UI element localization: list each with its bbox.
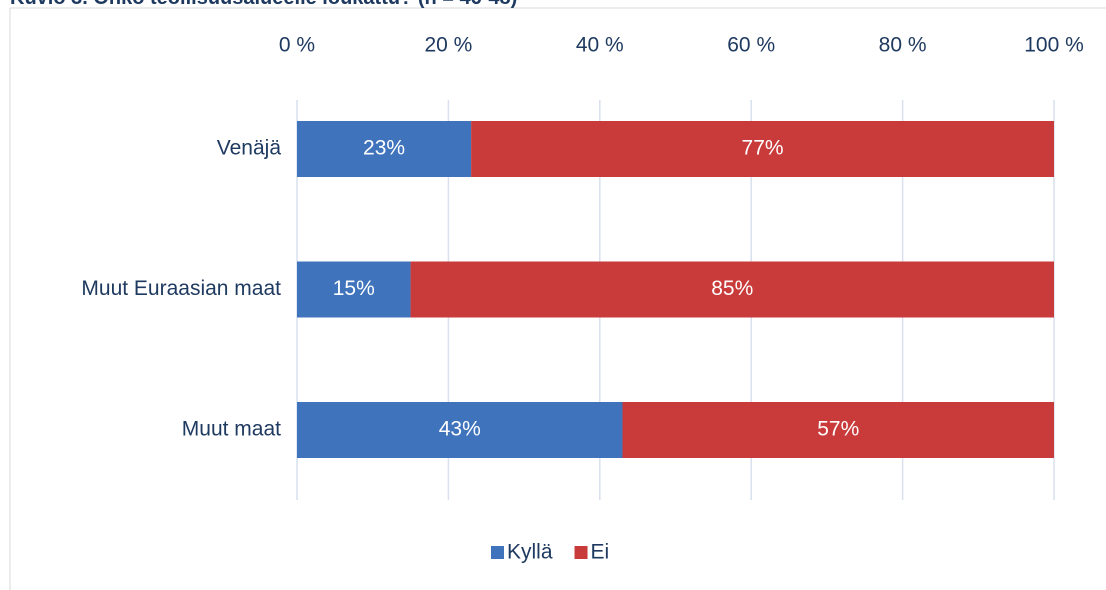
legend-swatch [491,546,504,559]
bar-segment [622,402,1054,458]
x-tick-label: 0 % [279,34,315,57]
bar-segment [297,121,472,177]
legend-label: Ei [591,541,610,564]
legend-swatch [574,546,588,559]
data-label: 77% [742,137,784,160]
data-label: 43% [439,418,481,441]
legend-label: Kyllä [507,541,553,564]
y-tick-label: Venäjä [217,137,282,160]
data-label: 15% [333,277,375,300]
data-label: 85% [711,277,753,300]
x-tick-label: 100 % [1024,34,1084,57]
x-tick-label: 80 % [879,34,927,57]
x-tick-label: 20 % [424,34,472,57]
bar-segment [410,261,1054,318]
chart-title: Kuvio 3. Onko teollisuusalueelle loukatt… [10,0,517,9]
data-label: 57% [817,418,859,441]
y-tick-label: Muut maat [182,418,281,441]
chart-border [9,7,1106,590]
y-tick-label: Muut Euraasian maat [81,277,281,300]
x-tick-label: 60 % [727,34,775,57]
bar-segment [471,121,1054,177]
bar-segment [297,402,623,458]
x-tick-label: 40 % [576,34,624,57]
bar-segment [297,261,411,318]
data-label: 23% [363,137,405,160]
